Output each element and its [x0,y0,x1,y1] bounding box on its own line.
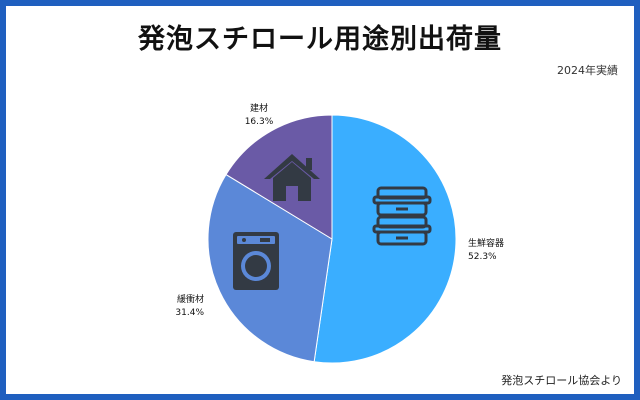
chart-frame: 発泡スチロール用途別出荷量 2024年実績 [6,6,634,394]
slice-value-fresh-food-container: 52.3% [468,252,497,262]
slice-label-cushioning: 緩衝材 [177,293,204,305]
food-container-icon [372,186,432,246]
chart-subtitle: 2024年実績 [557,64,618,77]
pie-labels: 生鮮容器 52.3% 緩衝材 31.4% 建材 16.3% [175,102,504,318]
slice-value-building-material: 16.3% [245,117,274,127]
pie-icons [233,154,432,290]
slice-label-building-material: 建材 [250,102,268,114]
washing-machine-icon [233,232,279,290]
slice-label-fresh-food-container: 生鮮容器 [468,237,504,249]
slice-fresh-food-container [313,114,457,364]
chart-title: 発泡スチロール用途別出荷量 [138,24,502,55]
pie-chart: 生鮮容器 52.3% 緩衝材 31.4% 建材 16.3% [175,102,504,364]
source-note: 発泡スチロール協会より [501,374,622,387]
house-icon [264,154,320,201]
slice-value-cushioning: 31.4% [175,308,204,318]
